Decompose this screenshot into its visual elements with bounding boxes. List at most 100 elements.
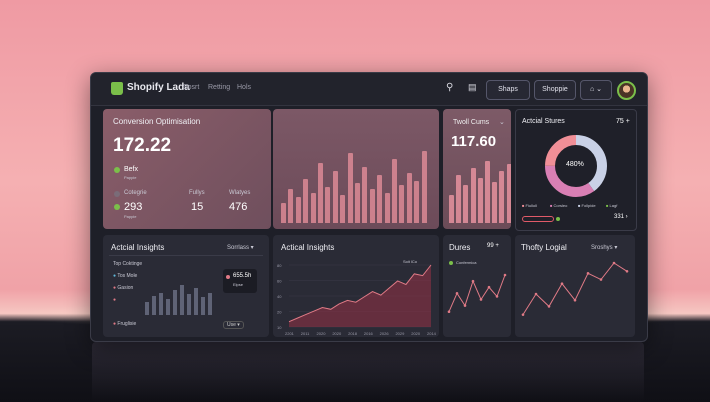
- bar: [499, 171, 505, 223]
- data-point: [573, 298, 577, 302]
- donut-slice: [545, 135, 607, 197]
- bar: [173, 289, 177, 315]
- data-point: [503, 273, 507, 277]
- thofty-dropdown[interactable]: Sroshys ▾: [591, 245, 618, 251]
- ins1-title: Actcial Insights: [111, 243, 165, 252]
- ins1-select[interactable]: Use ▾: [223, 321, 244, 329]
- legend-item: ■ Corsleo: [550, 203, 568, 208]
- check-icon: [114, 204, 120, 210]
- home-dropdown[interactable]: ⌂ ⌄: [580, 80, 612, 100]
- bar: [281, 203, 286, 223]
- dures-card: Dures 99 + Confermica: [443, 235, 511, 337]
- donut-card: Actcial Stures 75 + 480% ■ Fiulloll ■ Co…: [515, 109, 637, 231]
- actcial-insights-card: Actcial Insights Sorrlass ▾ Top Coktinge…: [103, 235, 269, 337]
- bar: [187, 294, 191, 315]
- progress-pill: [522, 216, 554, 222]
- category-dot-icon: [114, 191, 120, 197]
- twoll-title: Twoll Cums: [453, 119, 490, 126]
- befx-sub: Pappie: [124, 175, 137, 180]
- area-fill: [289, 265, 431, 327]
- divider: [109, 255, 263, 256]
- data-point: [471, 279, 475, 283]
- bar: [325, 187, 331, 223]
- shapes-button[interactable]: Shaps: [486, 80, 530, 100]
- list-dot-icon: ●: [113, 297, 117, 303]
- shopify-logo-icon: [111, 82, 123, 95]
- bar: [384, 193, 390, 223]
- y-tick-label: 10: [277, 325, 282, 330]
- bar: [492, 181, 498, 223]
- x-tick-label: 2016: [364, 331, 374, 336]
- status-dot-icon: [114, 167, 120, 173]
- nav-retting[interactable]: Retting: [208, 84, 231, 91]
- tooltip-sub: Elpse: [233, 282, 244, 287]
- thofty-logial-card: Thofty Logial Sroshys ▾: [515, 235, 635, 337]
- x-tick-label: 2011: [301, 331, 310, 336]
- data-point: [599, 278, 603, 281]
- list-item: ● Gasion: [113, 285, 133, 291]
- status-dot-icon: [556, 217, 560, 221]
- bar: [392, 159, 397, 223]
- actical-insights-card: Actical Insights Soit lCo 80 60 40 20 10 2201…: [273, 235, 439, 337]
- bar: [355, 183, 360, 223]
- legend-item: ■ Fiulloll: [522, 203, 537, 208]
- y-tick-label: 40: [277, 294, 282, 299]
- tooltip: 655.5h Elpse: [223, 269, 257, 293]
- list-item-label: Tos Mole: [117, 273, 138, 279]
- bar: [180, 285, 184, 315]
- wlatyes-label: Wlatyes: [229, 190, 251, 196]
- bar: [166, 298, 170, 315]
- bar: [449, 195, 454, 223]
- donut-center-value: 480%: [566, 161, 584, 168]
- bar: [145, 301, 149, 315]
- chevron-down-icon[interactable]: ⌄: [499, 119, 505, 126]
- befx-label: Befx: [124, 166, 139, 173]
- data-point: [534, 292, 538, 296]
- avatar[interactable]: [617, 81, 636, 100]
- data-point: [612, 261, 616, 265]
- nav-sort[interactable]: Sosrt: [183, 84, 200, 91]
- x-tick-label: 2201: [285, 331, 295, 336]
- x-tick-label: 2026: [380, 331, 390, 336]
- list-item-label: Fruglisie: [117, 321, 137, 327]
- y-tick-label: 20: [277, 310, 282, 315]
- bar: [288, 189, 294, 223]
- bar: [463, 185, 469, 223]
- bar: [477, 178, 483, 223]
- donut-bottom-value: 331 ›: [614, 214, 628, 220]
- data-point: [521, 313, 525, 316]
- bar: [414, 181, 420, 223]
- bar: [201, 297, 205, 315]
- shoppie-button[interactable]: Shoppie: [534, 80, 576, 100]
- dures-badge: 99 +: [487, 243, 499, 249]
- y-tick-label: 80: [277, 263, 282, 268]
- bar: [485, 161, 490, 223]
- status-dot-icon: [449, 261, 453, 265]
- bar: [208, 292, 212, 315]
- data-point: [487, 285, 491, 289]
- bar: [506, 164, 511, 223]
- bar: [470, 167, 476, 223]
- bar: [369, 189, 375, 223]
- wlatyes-value: 476: [229, 201, 248, 213]
- document-icon[interactable]: ▤: [468, 82, 477, 92]
- bar: [347, 153, 353, 223]
- list-dot-icon: ●: [113, 285, 118, 291]
- donut-title: Actcial Stures: [522, 118, 565, 125]
- conversion-card: Conversion Optimisation 172.22 Befx Papp…: [103, 109, 271, 229]
- bar: [295, 197, 301, 223]
- x-tick-label: 2020: [332, 331, 342, 336]
- list-item: ●: [113, 297, 116, 303]
- twoll-value: 117.60: [451, 133, 497, 150]
- conversion-title: Conversion Optimisation: [113, 117, 201, 126]
- search-icon[interactable]: ⚲: [446, 82, 454, 93]
- fullys-value: 15: [191, 201, 204, 213]
- list-item: ● Tos Mole: [113, 273, 137, 279]
- nav-hols[interactable]: Hols: [237, 84, 252, 91]
- dures-line-chart: [447, 273, 507, 314]
- list-item-label: Gasion: [117, 285, 134, 291]
- ins1-dropdown[interactable]: Sorrlass ▾: [227, 245, 254, 251]
- monitor-reflection: [92, 342, 644, 402]
- category-sub: Pappie: [124, 214, 137, 219]
- conversion-value: 172.22: [113, 135, 172, 156]
